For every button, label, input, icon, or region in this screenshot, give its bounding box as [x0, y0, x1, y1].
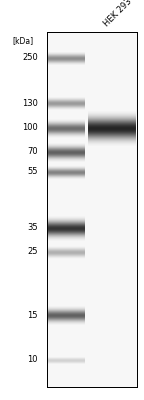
Text: 25: 25	[28, 248, 38, 256]
Text: [kDa]: [kDa]	[12, 36, 33, 45]
Text: 35: 35	[27, 224, 38, 232]
Text: 250: 250	[22, 54, 38, 62]
Text: 10: 10	[28, 356, 38, 364]
Text: 55: 55	[28, 168, 38, 176]
Text: 130: 130	[22, 98, 38, 108]
Text: 100: 100	[22, 124, 38, 132]
Text: 15: 15	[28, 310, 38, 320]
Text: HEK 293: HEK 293	[102, 0, 133, 28]
Text: 70: 70	[27, 148, 38, 156]
